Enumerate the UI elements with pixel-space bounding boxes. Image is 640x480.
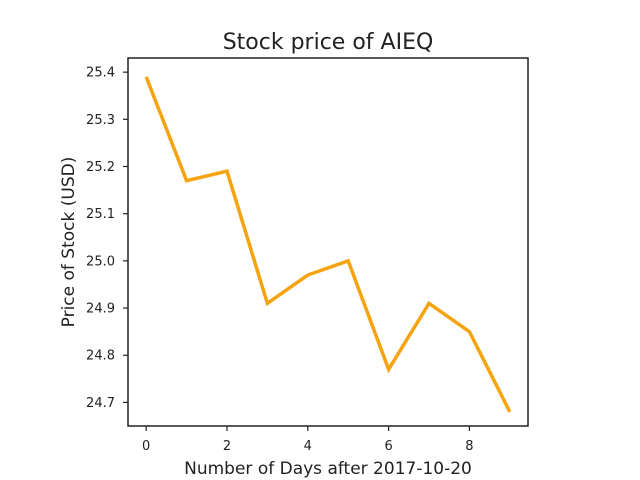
y-tick-label: 25.3 [86,113,115,128]
y-tick-label: 24.8 [86,349,115,364]
x-tick-label: 2 [223,439,231,454]
x-tick-label: 6 [384,439,392,454]
x-tick-label: 4 [304,439,312,454]
y-axis: 24.7 24.8 24.9 25.0 25.1 25.2 25.3 25.4 [86,66,128,411]
y-tick-label: 25.0 [86,254,115,269]
y-tick-label: 25.2 [86,160,115,175]
plot-frame [127,57,529,427]
x-tick-label: 8 [465,439,473,454]
y-axis-label: Price of Stock (USD) [59,157,79,328]
y-tick-label: 25.4 [86,66,115,81]
price-series-line [144,76,512,413]
y-tick-label: 24.9 [86,302,115,317]
series-layer [144,76,512,413]
y-tick-label: 25.1 [86,207,115,222]
y-tick-label: 24.7 [86,396,115,411]
chart-title: Stock price of AIEQ [223,30,434,55]
x-axis: 0 2 4 6 8 [142,426,474,454]
x-tick-label: 0 [142,439,150,454]
x-axis-label: Number of Days after 2017-10-20 [184,459,472,479]
